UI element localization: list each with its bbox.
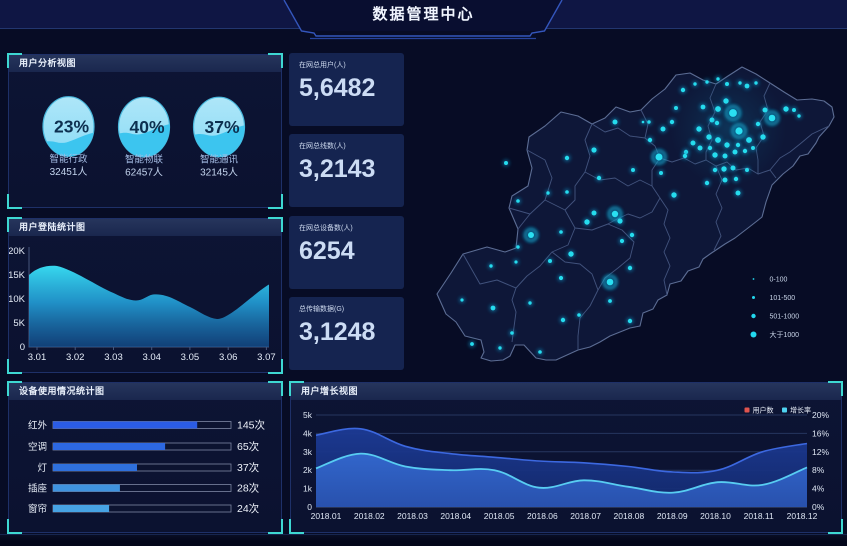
- svg-text:12%: 12%: [812, 447, 829, 457]
- svg-text:24次: 24次: [237, 502, 260, 515]
- svg-text:15K: 15K: [9, 270, 26, 281]
- svg-text:5k: 5k: [303, 410, 313, 420]
- svg-text:智能行政: 智能行政: [49, 153, 88, 165]
- svg-text:增长率: 增长率: [790, 406, 811, 415]
- svg-text:窗帘: 窗帘: [28, 503, 47, 515]
- svg-text:8%: 8%: [812, 465, 825, 475]
- svg-text:大于1000: 大于1000: [770, 330, 800, 339]
- svg-text:红外: 红外: [28, 420, 48, 432]
- svg-text:0: 0: [20, 342, 25, 353]
- svg-text:3.02: 3.02: [66, 352, 85, 363]
- svg-text:65次: 65次: [237, 440, 260, 453]
- svg-text:4k: 4k: [303, 428, 313, 438]
- svg-text:37%: 37%: [204, 117, 239, 137]
- svg-text:2018.07: 2018.07: [570, 511, 601, 521]
- svg-text:101-500: 101-500: [770, 295, 796, 302]
- svg-text:智能通讯: 智能通讯: [200, 154, 239, 166]
- svg-text:32451人: 32451人: [50, 166, 88, 178]
- svg-text:用户数: 用户数: [753, 406, 774, 415]
- svg-text:3.05: 3.05: [181, 352, 200, 363]
- svg-text:3k: 3k: [303, 447, 313, 457]
- svg-text:空调: 空调: [28, 441, 47, 453]
- svg-text:37次: 37次: [237, 461, 260, 474]
- svg-text:40%: 40%: [129, 117, 164, 137]
- svg-text:0: 0: [307, 502, 312, 512]
- svg-text:3.03: 3.03: [104, 352, 123, 363]
- svg-text:2018.12: 2018.12: [787, 511, 818, 521]
- svg-text:2018.05: 2018.05: [484, 511, 515, 521]
- svg-text:0-100: 0-100: [770, 277, 788, 284]
- svg-text:2018.11: 2018.11: [744, 511, 774, 521]
- svg-text:2018.09: 2018.09: [657, 511, 688, 521]
- svg-text:5K: 5K: [13, 318, 25, 329]
- svg-text:0%: 0%: [812, 502, 825, 512]
- svg-text:4%: 4%: [812, 484, 825, 494]
- svg-text:3.07: 3.07: [257, 352, 276, 363]
- svg-text:2018.03: 2018.03: [397, 511, 428, 521]
- svg-text:20K: 20K: [9, 246, 26, 257]
- svg-text:3.04: 3.04: [142, 352, 161, 363]
- svg-text:2018.06: 2018.06: [527, 511, 558, 521]
- svg-text:501-1000: 501-1000: [770, 314, 800, 321]
- svg-text:2018.02: 2018.02: [354, 511, 385, 521]
- svg-text:32145人: 32145人: [200, 167, 238, 179]
- svg-text:2018.08: 2018.08: [614, 511, 645, 521]
- svg-text:灯: 灯: [37, 463, 47, 474]
- svg-text:28次: 28次: [237, 482, 260, 495]
- svg-text:2018.04: 2018.04: [440, 511, 471, 521]
- svg-text:插座: 插座: [28, 483, 48, 495]
- svg-text:23%: 23%: [54, 117, 89, 137]
- svg-text:智能物联: 智能物联: [125, 154, 164, 166]
- svg-text:2018.01: 2018.01: [311, 511, 342, 521]
- svg-text:1k: 1k: [303, 484, 313, 494]
- svg-text:3.06: 3.06: [219, 352, 238, 363]
- svg-text:145次: 145次: [237, 419, 266, 432]
- svg-text:16%: 16%: [812, 428, 829, 438]
- svg-text:20%: 20%: [812, 410, 829, 420]
- svg-text:3.01: 3.01: [28, 352, 47, 363]
- svg-text:10K: 10K: [9, 294, 26, 305]
- svg-text:2018.10: 2018.10: [700, 511, 731, 521]
- svg-text:62457人: 62457人: [125, 167, 163, 179]
- svg-text:2k: 2k: [303, 465, 313, 475]
